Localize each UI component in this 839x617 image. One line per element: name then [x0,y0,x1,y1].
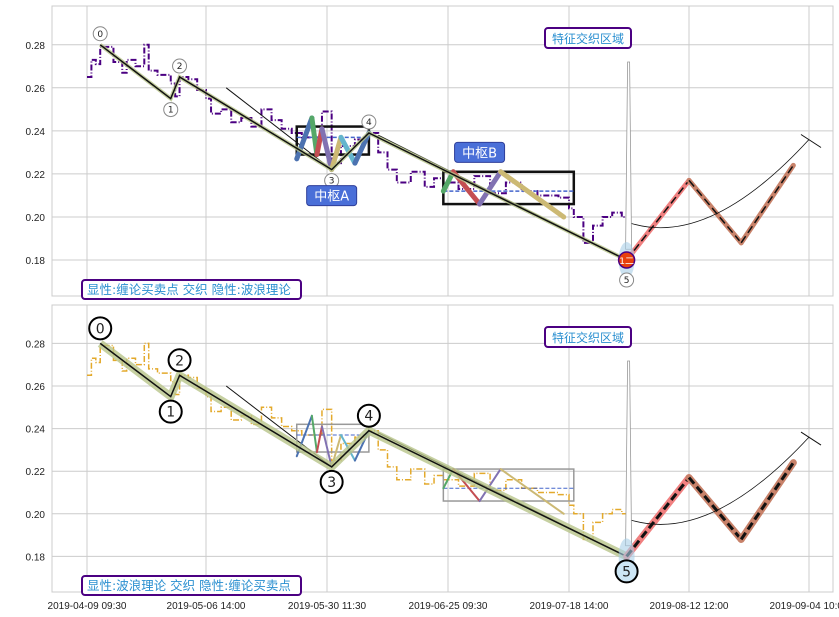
y-tick-label: 0.22 [26,467,46,478]
wave-label: 3 [327,475,336,491]
annotation-label: 显性:缠论买卖点 交织 隐性:波浪理论 [87,282,291,297]
y-tick-label: 0.24 [26,425,46,436]
subwave-segment [310,414,318,454]
wave-label-circle [92,26,108,42]
y-tick-label: 0.22 [26,170,46,181]
wave-label-circle [167,348,192,373]
projection-dash [626,179,690,261]
wave-label-circle [319,469,344,494]
y-tick-label: 0.28 [26,339,46,350]
plot-area [51,304,834,593]
plot-area [51,5,834,297]
x-tick-label: 2019-06-25 09:30 [409,601,488,612]
wave-label-circle [361,114,377,130]
zone-label-box [544,326,632,348]
projection-dash [740,164,794,244]
arc-end-marker [800,134,822,148]
wave-label-circle [172,58,188,74]
x-tick-label: 2019-05-30 11:30 [288,601,367,612]
wave-label: 0 [97,30,103,40]
y-tick-label: 0.26 [26,382,46,393]
x-tick-label: 2019-08-12 12:00 [650,601,729,612]
zhongshu-label: 中枢B [462,146,497,161]
annotation-box [81,575,302,596]
wave-label-circle [158,399,183,424]
projection-arc [631,436,810,525]
wave-label-circle [614,559,639,584]
zone-label: 特征交织区域 [552,31,624,46]
subwave-segment [320,425,333,468]
zhongshu-label: 中枢A [314,190,349,205]
wave-label: 5 [622,564,631,580]
wave-label: 1 [166,405,175,421]
wave-label: 2 [175,353,184,369]
wave-label: 3 [329,177,335,187]
wave-label-circle [88,316,113,341]
subwave-segment [315,425,323,454]
subwave-segment [338,134,358,166]
y-tick-label: 0.20 [26,213,46,224]
projection-dash [625,476,691,558]
panel-top: 0.18 0.20 0.22 0.24 0.26 0.28 0 1 2 3 4 5 1二 中枢A 中枢B 特征… [26,5,834,300]
projection-dash [739,461,795,541]
wave-line [99,44,627,261]
annotation-label: 显性:波浪理论 交织 隐性:缠论买卖点 [87,578,291,593]
wave-label-circle [163,102,179,118]
x-tick-label: 2019-04-09 09:30 [48,601,127,612]
projection-dash [687,476,743,541]
wave-label: 4 [364,409,373,425]
zhongshu-label-box [306,185,358,207]
wave-label-circle [619,272,635,288]
wave-label: 2 [177,62,183,72]
wave-label-circle [356,403,381,428]
y-tick-label: 0.18 [26,256,46,267]
zhongshu-label-box [454,141,506,163]
y-tick-label: 0.20 [26,510,46,521]
projection-dash [688,179,742,244]
y-tick-label: 0.24 [26,127,46,138]
panel-bottom: 0.18 0.20 0.22 0.24 0.26 0.28 0 1 2 3 4 5 特征交织区域显性:波… [26,304,834,596]
wave-label: 4 [366,118,372,128]
subwave-segment [477,169,504,207]
zone-label: 特征交织区域 [552,330,624,345]
y-tick-label: 0.26 [26,84,46,95]
x-tick-label: 2019-09-04 10:00 [770,601,839,612]
y-tick-label: 0.28 [26,41,46,52]
subwave-segment [319,126,335,173]
wave-label: 5 [624,276,630,286]
buy-point-marker [617,251,636,269]
y-tick-label: 0.18 [26,552,46,563]
subwave-segment [498,169,567,220]
annotation-box [81,279,302,300]
wave-line [99,342,627,558]
arc-end-marker [800,431,822,446]
wave-label: 0 [96,321,105,337]
trend-line [225,87,333,170]
subwave-segment [478,468,502,503]
x-tick-label: 2019-05-06 14:00 [167,601,246,612]
zhongshu-box [296,423,370,453]
zone-label-box [544,27,632,49]
buy-point-label: 1二 [619,257,634,267]
wave-label: 1 [168,106,174,116]
zhongshu-box [295,125,371,156]
x-tick-label: 2019-07-18 14:00 [530,601,609,612]
projection-arc [631,139,810,229]
subwave-segment [329,134,344,173]
subwave-segment [499,468,565,515]
